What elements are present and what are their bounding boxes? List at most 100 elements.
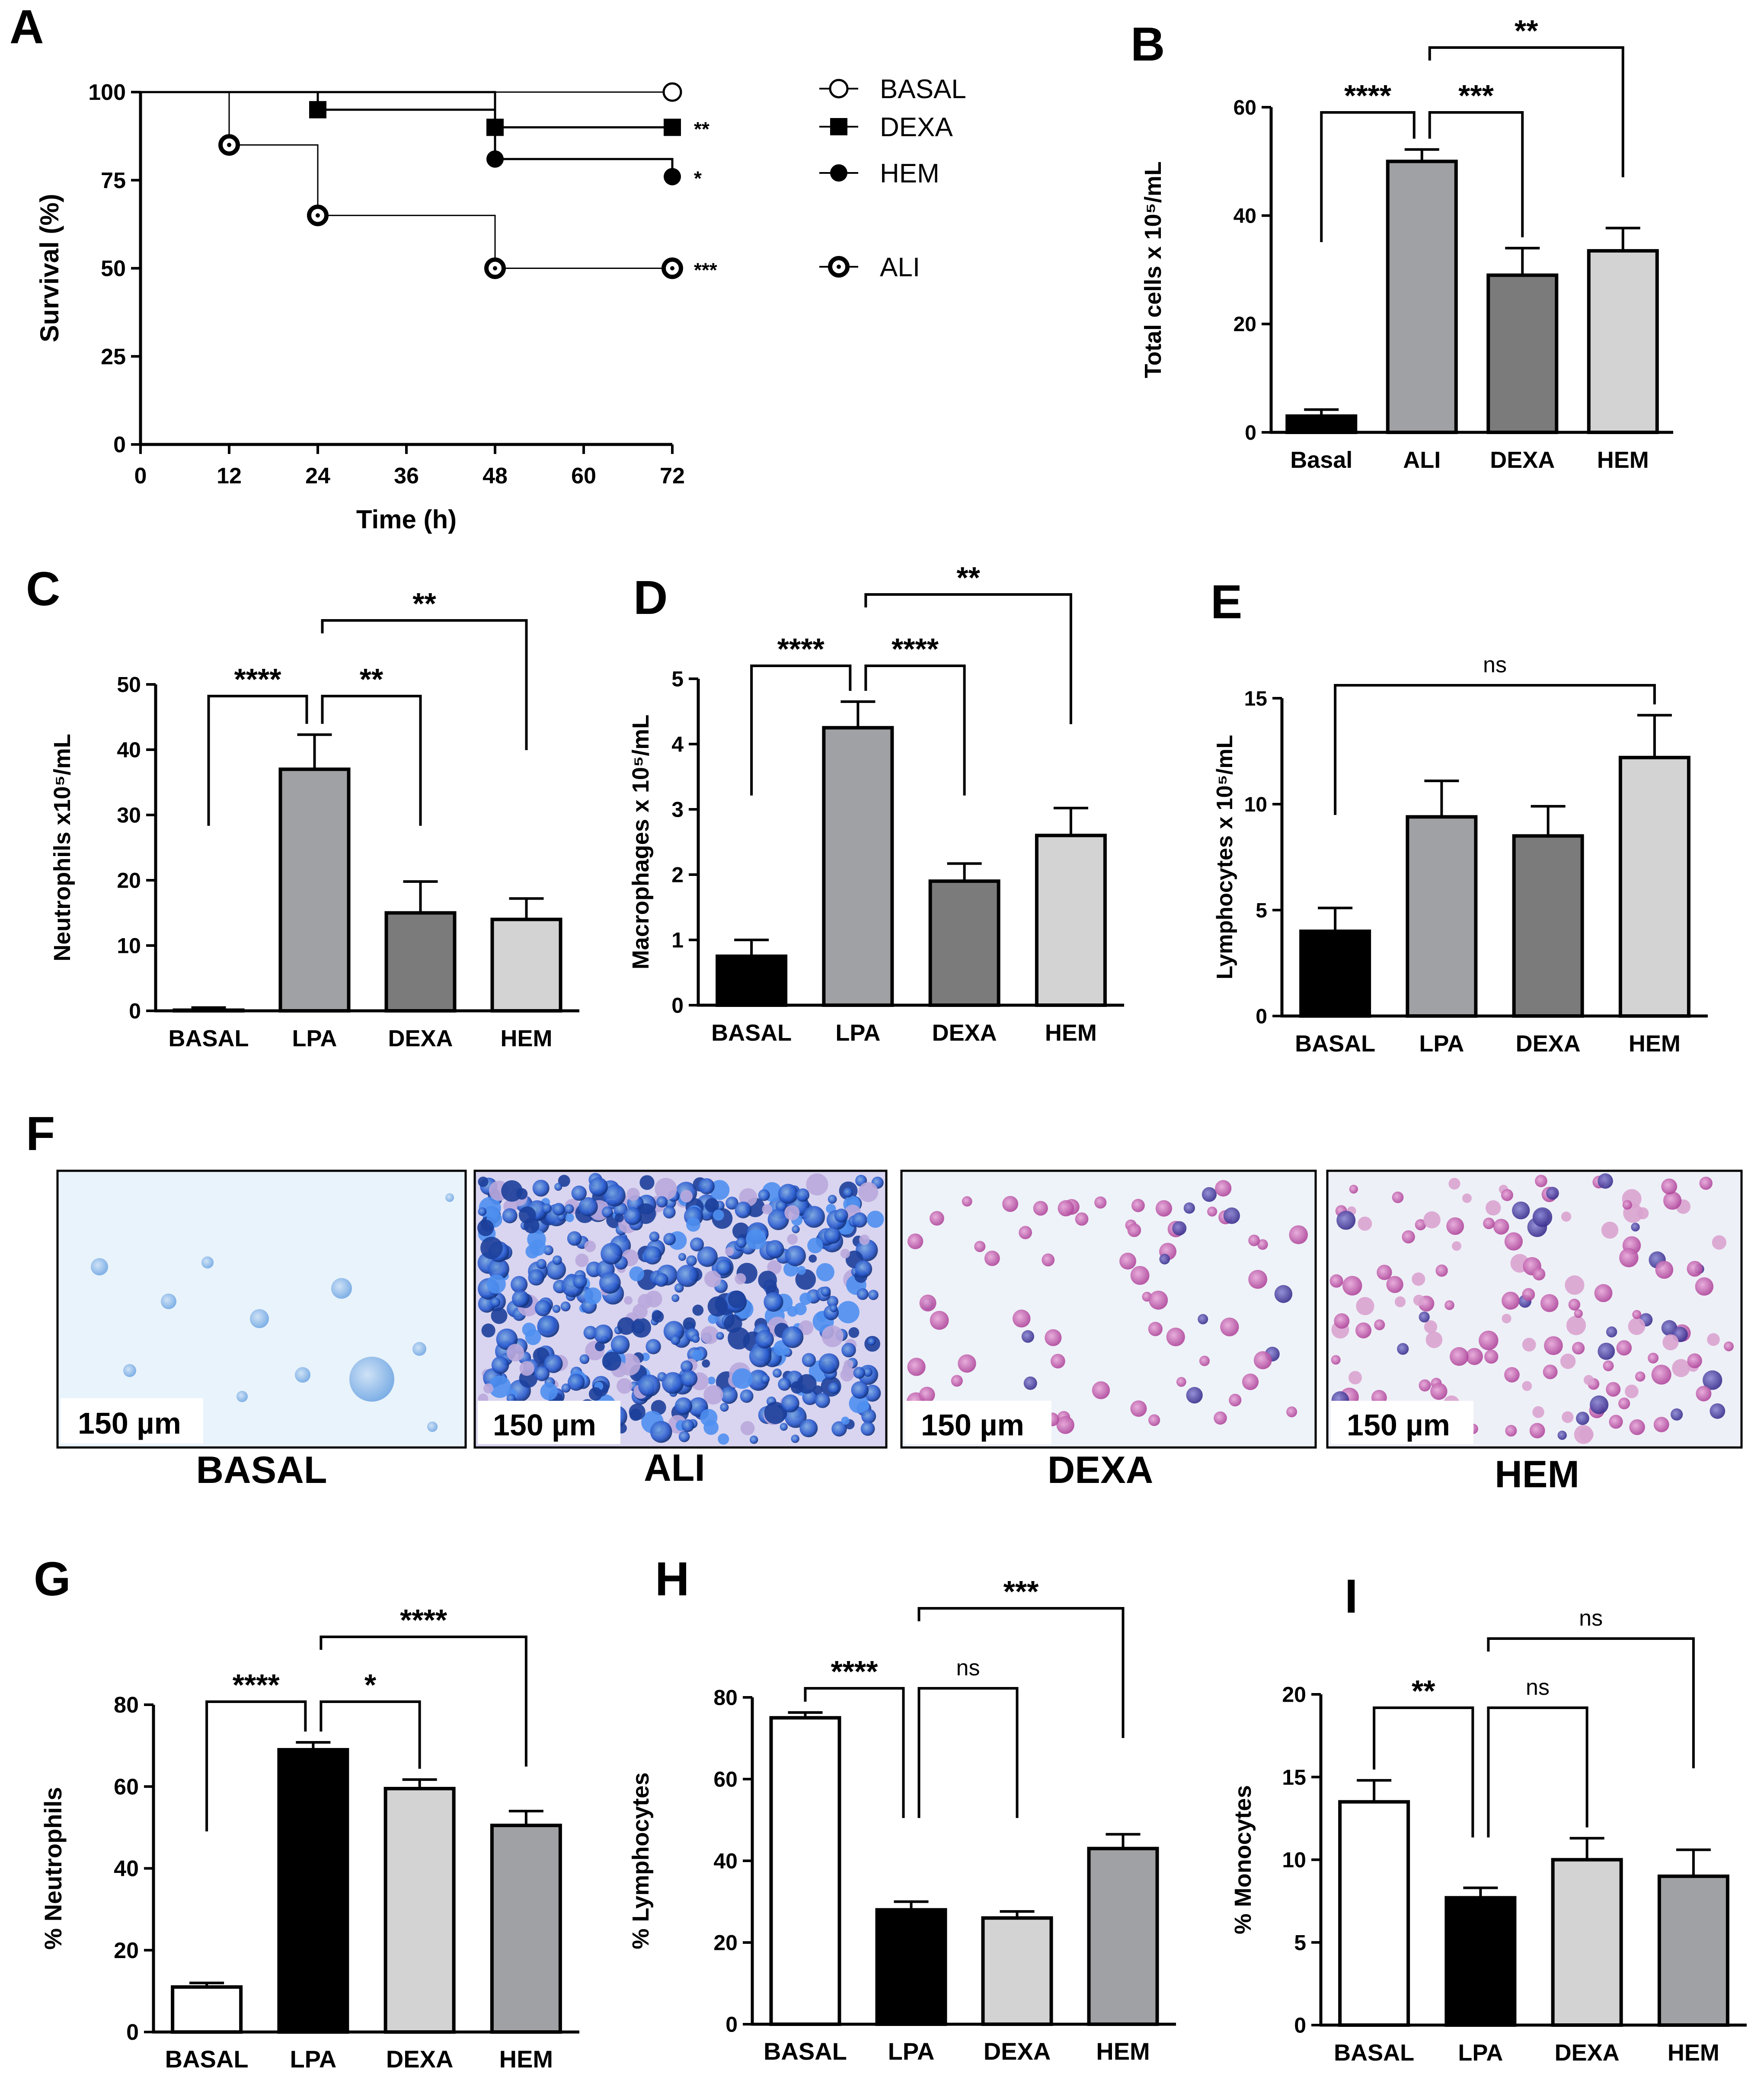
panel-label-e: E xyxy=(1211,575,1242,629)
micrograph-ali: 150 µm ALI xyxy=(473,1169,888,1489)
significance-label: ** xyxy=(360,662,383,696)
significance-bracket xyxy=(320,1700,421,1769)
significance-label: ns xyxy=(1526,1675,1550,1700)
scale-bar-hem: 150 µm xyxy=(1347,1408,1450,1442)
bar-basal xyxy=(171,1985,243,2034)
significance-label: **** xyxy=(400,1603,447,1637)
y-tick-label: 20 xyxy=(117,869,141,893)
x-tick-label: BASAL xyxy=(169,1026,249,1051)
series-dexa: ** xyxy=(141,91,709,141)
scale-bar-box-hem xyxy=(1331,1401,1473,1444)
y-tick-label: 2 xyxy=(671,863,684,887)
bar-basal xyxy=(173,1008,245,1013)
data-point xyxy=(486,150,504,168)
significance-label: ns xyxy=(1579,1606,1603,1631)
bar-dexa xyxy=(1486,273,1559,434)
x-tick-label: DEXA xyxy=(932,1020,997,1046)
x-tick-label: 12 xyxy=(217,463,242,489)
significance-bracket xyxy=(207,695,308,826)
data-point xyxy=(664,118,681,136)
x-tick-label: BASAL xyxy=(764,2038,847,2065)
y-tick-label: 0 xyxy=(671,994,684,1018)
panel-e-lymphocytes-chart: E 0 5 10 15 Lymphocytes x 10⁵/mL BASAL LPA DEXA H… xyxy=(1211,575,1708,1057)
legend: BASAL DEXA HEM ALI xyxy=(819,74,966,282)
scale-bar-box-ali xyxy=(478,1401,620,1444)
significance-label: **** xyxy=(892,632,939,666)
significance-bracket xyxy=(1487,1637,1695,1768)
x-tick-label: 48 xyxy=(483,463,508,489)
y-tick-label: 80 xyxy=(713,1686,738,1710)
y-tick-label: 0 xyxy=(725,2013,738,2037)
cells-basal xyxy=(91,1193,454,1432)
data-point xyxy=(664,168,681,185)
y-tick-label: 40 xyxy=(1234,204,1256,227)
data-point xyxy=(662,82,682,102)
significance-label: ns xyxy=(1483,652,1507,677)
bar-basal xyxy=(1338,1800,1410,2027)
significance-bracket xyxy=(1487,1706,1588,1837)
y-tick-label: 10 xyxy=(1282,1848,1306,1872)
x-tick-label: BASAL xyxy=(1334,2040,1414,2066)
significance-label: ** xyxy=(1412,1674,1435,1708)
panel-label-c: C xyxy=(26,562,60,616)
x-tick-label: Basal xyxy=(1290,447,1352,473)
significance-bracket xyxy=(864,593,1072,724)
bar-dexa xyxy=(383,1786,456,2034)
y-tick-label: 5 xyxy=(671,667,684,691)
y-tick-label: 75 xyxy=(101,168,126,193)
y-tick-label: 20 xyxy=(1282,1683,1306,1707)
y-tick-label: 0 xyxy=(1256,1005,1267,1028)
data-point xyxy=(309,101,326,118)
micrograph-dexa: 150 µm DEXA xyxy=(900,1169,1317,1491)
significance-bracket xyxy=(1320,111,1416,242)
significance-bracket xyxy=(321,695,422,826)
y-axis-label: Neutrophils x10⁵/mL xyxy=(49,734,75,961)
significance-label: ** xyxy=(694,118,709,141)
significance-bracket xyxy=(1334,684,1656,815)
y-tick-label: 40 xyxy=(114,1856,139,1882)
y-tick-label: 4 xyxy=(671,732,684,757)
x-tick-label: DEXA xyxy=(1555,2040,1620,2066)
significance-bracket xyxy=(917,1687,1019,1818)
bar-basal xyxy=(716,954,788,1007)
y-tick-label: 20 xyxy=(114,1938,139,1963)
y-tick-label: 60 xyxy=(713,1767,738,1792)
x-tick-label: DEXA xyxy=(1516,1031,1581,1057)
significance-label: *** xyxy=(1003,1575,1039,1608)
y-tick-label: 3 xyxy=(671,798,684,822)
y-tick-label: 20 xyxy=(713,1931,738,1955)
x-tick-label: LPA xyxy=(1458,2040,1503,2066)
panel-label-h: H xyxy=(655,1553,689,1606)
y-tick-label: 50 xyxy=(117,673,141,697)
significance-bracket xyxy=(1373,1706,1474,1837)
bar-basal xyxy=(769,1716,841,2026)
bar-hem xyxy=(490,1824,562,2034)
bar-hem xyxy=(1618,756,1690,1018)
panel-label-a: A xyxy=(10,0,44,54)
y-tick-label: 60 xyxy=(114,1774,139,1799)
y-tick-label: 0 xyxy=(113,432,126,457)
bar-dexa xyxy=(384,911,457,1013)
x-tick-label: LPA xyxy=(290,2045,336,2073)
bar-lpa xyxy=(1444,1896,1517,2027)
y-tick-label: 25 xyxy=(101,344,126,369)
panel-label-d: D xyxy=(633,571,668,624)
micrograph-hem: 150 µm HEM xyxy=(1326,1169,1743,1495)
micrograph-caption-basal: BASAL xyxy=(196,1448,327,1491)
bar-ali xyxy=(1386,160,1458,435)
bar-lpa xyxy=(1406,815,1478,1018)
bar-lpa xyxy=(875,1908,947,2026)
bar-lpa xyxy=(278,767,351,1013)
x-tick-label: LPA xyxy=(292,1026,337,1051)
panel-label-b: B xyxy=(1131,18,1165,71)
data-point-center xyxy=(227,143,231,147)
significance-label: **** xyxy=(1344,79,1392,112)
x-tick-label: HEM xyxy=(499,2045,553,2073)
significance-bracket xyxy=(804,1687,905,1818)
y-tick-label: 15 xyxy=(1244,687,1267,710)
x-tick-label: BASAL xyxy=(165,2045,249,2073)
legend-marker-basal xyxy=(829,79,849,99)
significance-label: **** xyxy=(233,1668,280,1702)
y-tick-label: 10 xyxy=(117,934,141,958)
panel-label-g: G xyxy=(34,1553,71,1606)
